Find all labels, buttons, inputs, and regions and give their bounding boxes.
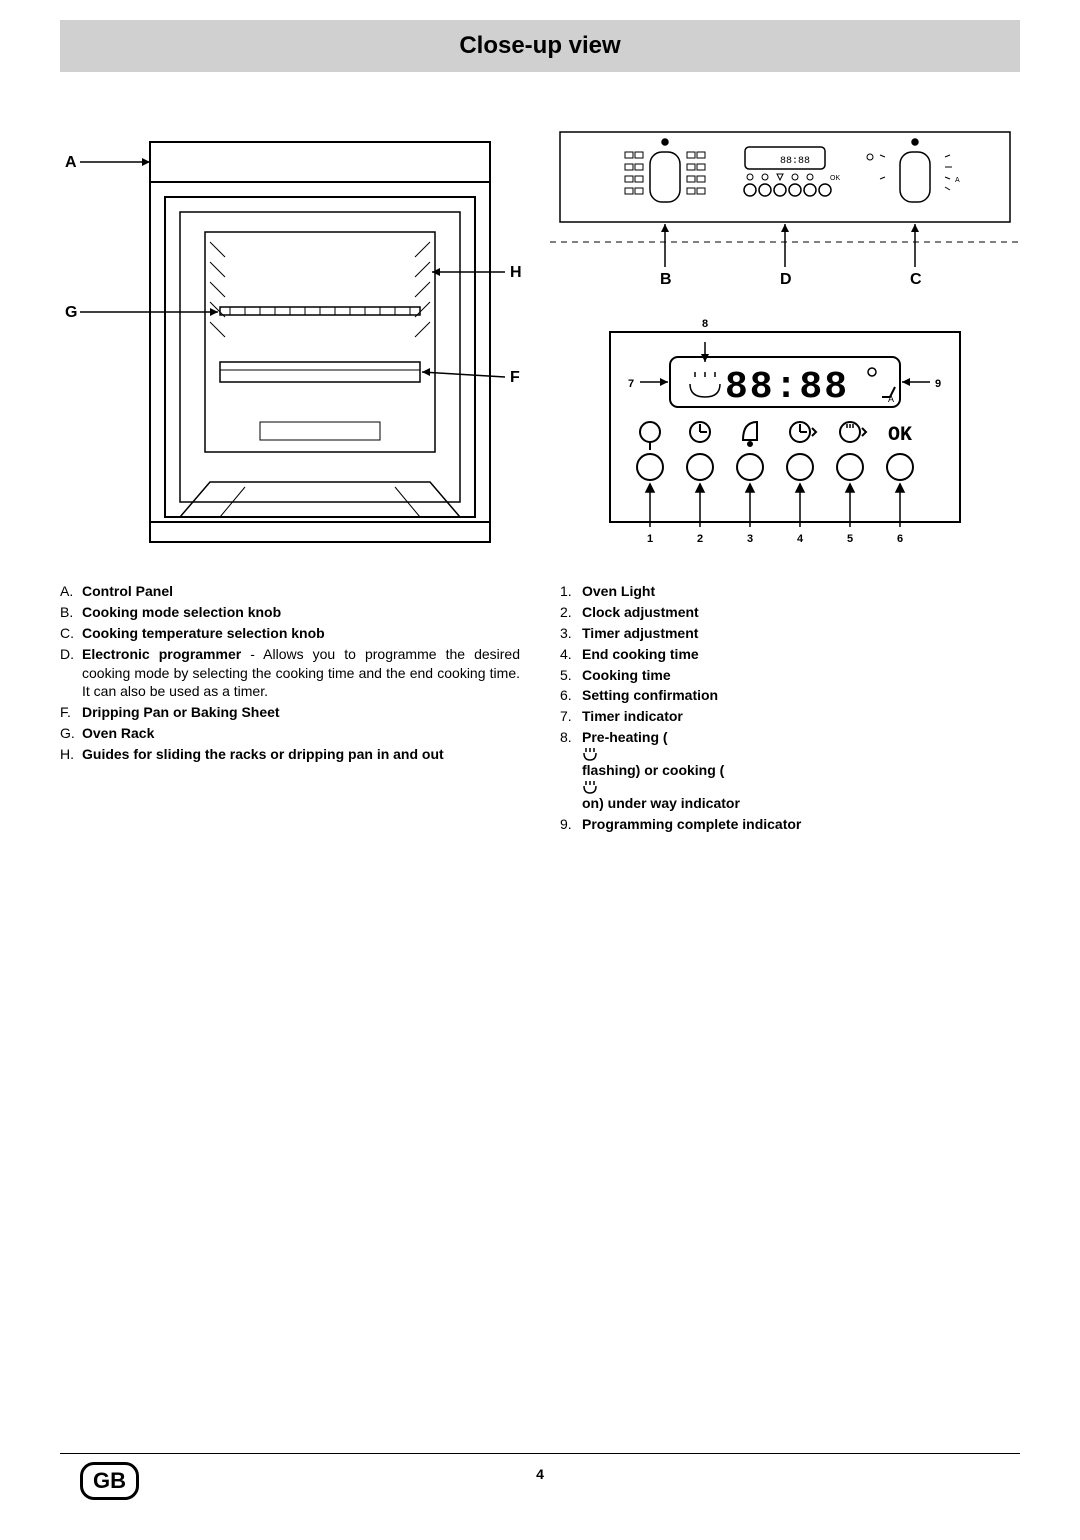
item-text: Cooking mode selection knob	[82, 603, 520, 622]
label-A: A	[65, 154, 77, 171]
label-9: 9	[935, 378, 941, 390]
item-text: Control Panel	[82, 582, 520, 601]
item-label: 2.	[560, 603, 582, 622]
item-text: Dripping Pan or Baking Sheet	[82, 703, 520, 722]
item-text: Oven Light	[582, 582, 1020, 601]
item-label: 6.	[560, 686, 582, 705]
list-item: 7.Timer indicator	[560, 707, 1020, 726]
descriptions: A.Control PanelB.Cooking mode selection …	[60, 582, 1020, 836]
panel-diagrams: 88:88 OK A B D C	[550, 122, 1020, 562]
item-label: G.	[60, 724, 82, 743]
list-item: 1.Oven Light	[560, 582, 1020, 601]
label-D: D	[780, 271, 792, 288]
item-label: B.	[60, 603, 82, 622]
list-item: A.Control Panel	[60, 582, 520, 601]
item-text: Cooking time	[582, 666, 1020, 685]
label-C: C	[910, 271, 922, 288]
item-label: 8.	[560, 728, 582, 813]
list-item: 3.Timer adjustment	[560, 624, 1020, 643]
right-description-list: 1.Oven Light2.Clock adjustment3.Timer ad…	[560, 582, 1020, 836]
panel-A-text: A	[955, 177, 960, 184]
item-text: Electronic programmer - Allows you to pr…	[82, 645, 520, 702]
label-B: B	[660, 271, 672, 288]
list-item: 2.Clock adjustment	[560, 603, 1020, 622]
item-text: Timer indicator	[582, 707, 1020, 726]
page-number: 4	[536, 1466, 544, 1482]
item-text: Timer adjustment	[582, 624, 1020, 643]
item-label: H.	[60, 745, 82, 764]
ok-label: OK	[888, 424, 912, 447]
btn-num-1: 1	[647, 533, 653, 545]
btn-num-6: 6	[897, 533, 903, 545]
programmer-display-text: 88:88	[725, 366, 849, 409]
item-label: 4.	[560, 645, 582, 664]
label-8: 8	[702, 318, 708, 330]
list-item: 4.End cooking time	[560, 645, 1020, 664]
list-item: D.Electronic programmer - Allows you to …	[60, 645, 520, 702]
list-item: 5.Cooking time	[560, 666, 1020, 685]
panel-ok-text: OK	[830, 175, 840, 182]
panel-display-text: 88:88	[780, 156, 810, 167]
item-text: Setting confirmation	[582, 686, 1020, 705]
display-A-text: A	[888, 394, 894, 404]
list-item: F.Dripping Pan or Baking Sheet	[60, 703, 520, 722]
region-badge: GB	[80, 1462, 139, 1500]
item-label: 7.	[560, 707, 582, 726]
item-label: 5.	[560, 666, 582, 685]
pot-icon	[582, 747, 598, 761]
item-label: C.	[60, 624, 82, 643]
page-footer: GB 4	[60, 1453, 1020, 1500]
item-label: 9.	[560, 815, 582, 834]
item-text: Clock adjustment	[582, 603, 1020, 622]
item-label: 1.	[560, 582, 582, 601]
pot-icon	[582, 780, 598, 794]
oven-diagram: A G F H	[60, 122, 530, 562]
item-text: Cooking temperature selection knob	[82, 624, 520, 643]
label-7: 7	[628, 378, 634, 390]
item-label: 3.	[560, 624, 582, 643]
btn-num-4: 4	[797, 533, 804, 545]
btn-num-5: 5	[847, 533, 853, 545]
list-item: H.Guides for sliding the racks or drippi…	[60, 745, 520, 764]
list-item: 8.Pre-heating ( flashing) or cooking ( o…	[560, 728, 1020, 813]
item-text: End cooking time	[582, 645, 1020, 664]
left-description-list: A.Control PanelB.Cooking mode selection …	[60, 582, 520, 836]
label-H: H	[510, 264, 522, 281]
item-text: Oven Rack	[82, 724, 520, 743]
list-item: C.Cooking temperature selection knob	[60, 624, 520, 643]
list-item: 6.Setting confirmation	[560, 686, 1020, 705]
programmer-diagram: 88:88 A	[550, 302, 1020, 562]
item-text: Guides for sliding the racks or dripping…	[82, 745, 520, 764]
btn-num-2: 2	[697, 533, 703, 545]
item-label: A.	[60, 582, 82, 601]
list-item: 9.Programming complete indicator	[560, 815, 1020, 834]
list-item: G.Oven Rack	[60, 724, 520, 743]
control-panel-diagram: 88:88 OK A B D C	[550, 122, 1020, 302]
label-G: G	[65, 304, 77, 321]
title-bar: Close-up view	[60, 20, 1020, 72]
item-text: Pre-heating ( flashing) or cooking ( on)…	[582, 728, 1020, 813]
item-label: F.	[60, 703, 82, 722]
btn-num-3: 3	[747, 533, 753, 545]
item-label: D.	[60, 645, 82, 702]
item-text: Programming complete indicator	[582, 815, 1020, 834]
diagram-area: A G F H	[60, 122, 1020, 562]
label-F: F	[510, 369, 520, 386]
list-item: B.Cooking mode selection knob	[60, 603, 520, 622]
